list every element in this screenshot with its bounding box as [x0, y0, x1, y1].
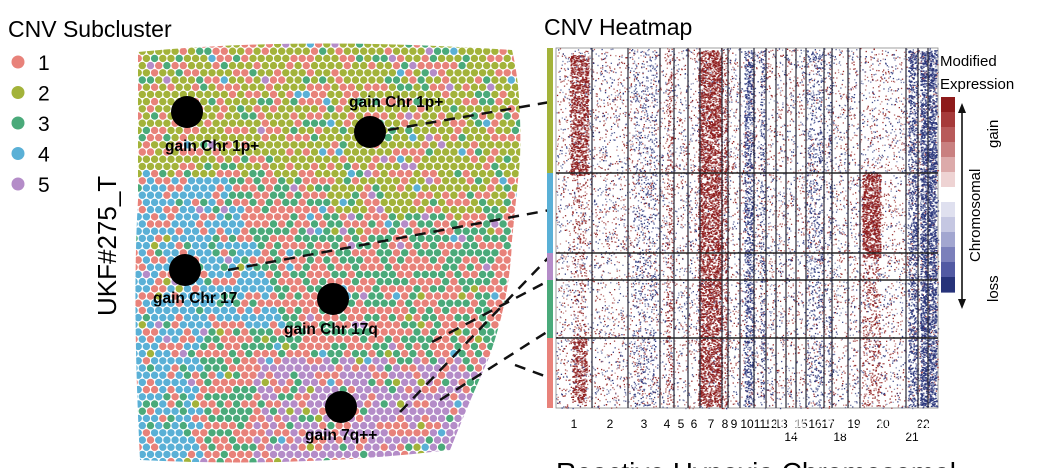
- cluster-bar-segment: [547, 48, 553, 173]
- chromosome-label: 19: [847, 417, 861, 431]
- colorbar-step: [941, 157, 955, 173]
- connector-line: [387, 100, 551, 132]
- legend-swatch: [11, 86, 25, 99]
- chromosome-label: 4: [664, 417, 671, 431]
- colorbar-step: [941, 142, 955, 158]
- connector-line: [227, 208, 551, 272]
- marker-label: gain Chr 17: [153, 290, 237, 307]
- colorbar-step: [941, 127, 955, 143]
- legend-label: 4: [38, 144, 50, 167]
- colorbar-step: [941, 232, 955, 248]
- marker-dot: [354, 116, 386, 148]
- colorbar-loss-label: loss: [985, 275, 1002, 302]
- tissue-spot-map: [135, 43, 521, 463]
- colorbar-step: [941, 217, 955, 233]
- colorbar-title-line1: Modified: [940, 53, 997, 70]
- colorbar-step: [941, 172, 955, 188]
- cluster-bar-segment: [547, 338, 553, 408]
- connector-line: [514, 363, 551, 380]
- heatmap-frame: [555, 47, 939, 409]
- marker-dot: [171, 96, 203, 128]
- chromosome-label: 6: [691, 417, 698, 431]
- watermark: 知乎 @Evil Genius: [764, 414, 948, 439]
- chromosome-label: 15: [794, 417, 808, 431]
- marker-dot: [317, 283, 349, 315]
- colorbar-step: [941, 187, 955, 203]
- marker-dot: [325, 391, 357, 423]
- colorbar-step: [941, 277, 955, 293]
- colorbar-title-line2: Expression: [940, 76, 1014, 93]
- heatmap-cells: [556, 48, 940, 410]
- colorbar-step: [941, 262, 955, 278]
- chromosome-label: 3: [641, 417, 648, 431]
- legend-swatch: [11, 177, 25, 191]
- connector-line: [431, 278, 551, 344]
- chromosome-label: 18: [833, 430, 847, 444]
- legend-label: 3: [38, 113, 50, 136]
- chromosome-label: 9: [731, 417, 738, 431]
- chromosome-label: 21: [905, 430, 919, 444]
- sample-label: UKF#275_T: [92, 176, 122, 316]
- cluster-bar-segment: [547, 173, 553, 253]
- marker-dot: [169, 254, 201, 286]
- chromosome-label: 20: [876, 417, 890, 431]
- legend-swatch: [11, 116, 25, 130]
- colorbar-step: [941, 97, 955, 113]
- colorbar-axis-label: Chromosomal: [967, 169, 984, 262]
- marker-label: gain Chr 17q: [284, 321, 378, 338]
- chromosome-label: 13: [774, 417, 788, 431]
- chromosome-label: 11: [754, 417, 767, 431]
- colorbar-step: [941, 112, 955, 128]
- cluster-separators: [556, 172, 938, 339]
- colorbar-step: [941, 247, 955, 263]
- colorbar-gain-label: gain: [985, 120, 1002, 148]
- legend-swatch: [11, 147, 25, 160]
- colorbar-arrow: [958, 103, 966, 309]
- legend-label: 5: [38, 174, 50, 197]
- chromosome-label: 12: [764, 417, 778, 431]
- chromosome-label: 1: [571, 417, 578, 431]
- cluster-bar-segment: [547, 253, 553, 280]
- region-markers: gain Chr 1p+ gain Chr 1p+ gain Chr 17 ga…: [153, 94, 443, 444]
- cluster-bar-segment: [547, 280, 553, 338]
- chromosome-separators: [591, 48, 929, 408]
- legend-label: 1: [38, 52, 50, 75]
- chromosome-label: 17: [821, 417, 835, 431]
- heatmap-cluster-bar: [547, 48, 553, 408]
- chromosome-label: 8: [722, 417, 729, 431]
- marker-label: gain Chr 1p+: [349, 94, 443, 111]
- legend-label: 2: [38, 83, 50, 106]
- legend-title: CNV Subcluster: [8, 16, 172, 42]
- colorbar-step: [941, 202, 955, 218]
- connector-lines: [227, 100, 551, 413]
- connector-line: [399, 255, 551, 413]
- chromosome-label: 7: [708, 417, 715, 431]
- marker-label: gain 7q++: [305, 427, 377, 444]
- connector-line: [439, 328, 551, 402]
- chromosome-label: 5: [678, 417, 685, 431]
- footer-text: Reactive Hypoxia Chromosomal: [556, 457, 956, 468]
- colorbar: [941, 97, 955, 293]
- marker-label: gain Chr 1p+: [165, 138, 259, 155]
- legend-swatch: [11, 55, 25, 69]
- chromosome-label: 2: [607, 417, 614, 431]
- chromosome-label: 22: [916, 417, 930, 431]
- chromosome-label: 16: [808, 417, 822, 431]
- chromosome-label: 14: [784, 430, 798, 444]
- chromosome-label: 10: [740, 417, 754, 431]
- heatmap-title: CNV Heatmap: [544, 14, 692, 40]
